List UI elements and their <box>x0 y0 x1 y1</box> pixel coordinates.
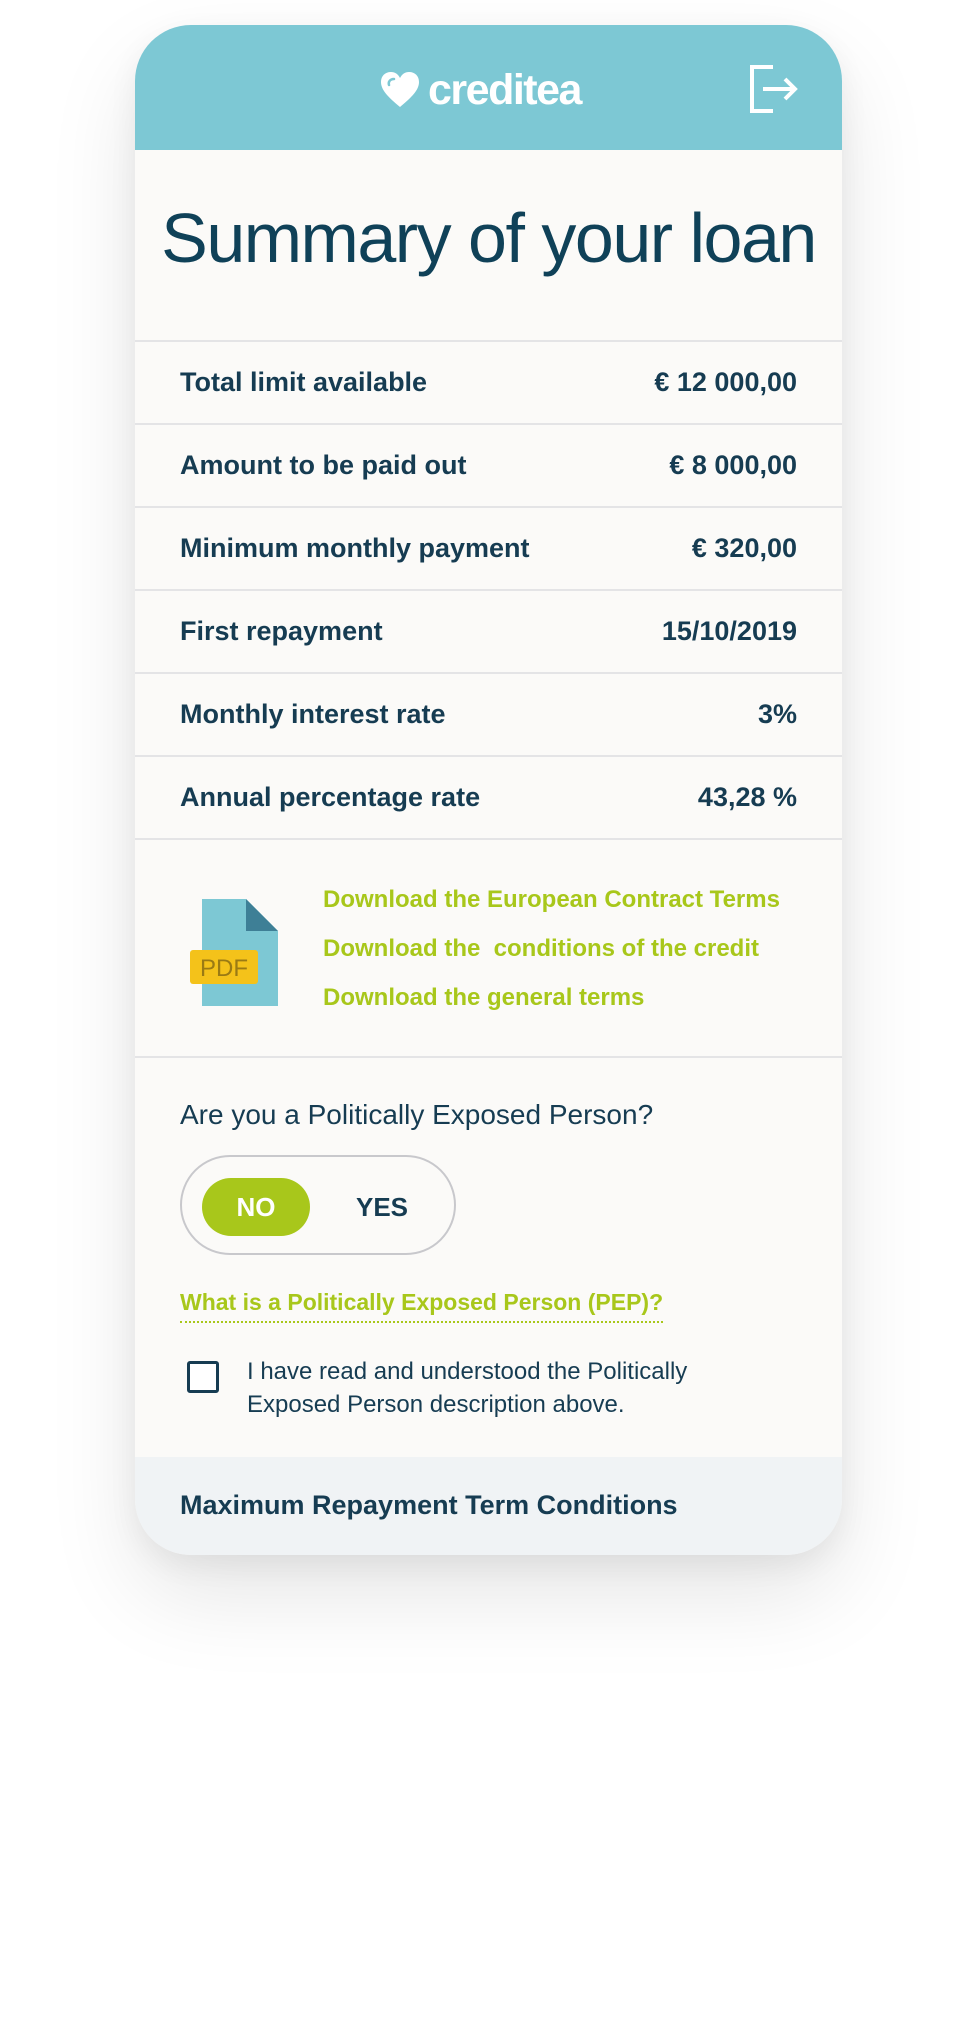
summary-row-apr: Annual percentage rate 43,28 % <box>135 757 842 840</box>
row-value: 15/10/2019 <box>661 616 797 646</box>
pep-yes-option[interactable]: YES <box>355 1192 409 1222</box>
phone-frame: creditea Summary of your loan Total limi… <box>135 25 842 1555</box>
summary-row-first-repayment: First repayment 15/10/2019 <box>135 591 842 674</box>
pdf-icon-label: PDF <box>200 955 248 982</box>
row-value: € 12 000,00 <box>654 367 797 397</box>
brand-name: creditea <box>428 66 582 114</box>
logout-icon[interactable] <box>747 63 799 115</box>
repayment-terms-label: Maximum Repayment Term Conditions <box>180 1490 678 1520</box>
row-label: First repayment <box>180 616 383 646</box>
row-value: 3% <box>757 699 797 729</box>
pep-acknowledge-label: I have read and understood the Political… <box>247 1358 688 1418</box>
pep-no-option[interactable]: NO <box>202 1178 310 1236</box>
row-label: Minimum monthly payment <box>180 533 530 563</box>
summary-row-total-limit: Total limit available € 12 000,00 <box>135 342 842 425</box>
pep-question: Are you a Politically Exposed Person? <box>180 1099 654 1130</box>
pep-toggle[interactable]: NO YES <box>180 1155 456 1255</box>
brand-logo: creditea <box>380 65 582 115</box>
summary-row-amount-paid-out: Amount to be paid out € 8 000,00 <box>135 425 842 508</box>
row-value: € 320,00 <box>691 533 797 563</box>
summary-row-minimum-payment: Minimum monthly payment € 320,00 <box>135 508 842 591</box>
app-header: creditea <box>135 25 842 150</box>
pep-acknowledge-checkbox[interactable] <box>187 1361 219 1393</box>
documents-section: PDF Download the European Contract Terms… <box>135 840 842 1058</box>
pep-info-link[interactable]: What is a Politically Exposed Person (PE… <box>180 1285 664 1323</box>
download-european-contract-terms-link[interactable]: Download the European Contract Terms <box>323 886 780 913</box>
summary-row-monthly-interest: Monthly interest rate 3% <box>135 674 842 757</box>
row-label: Amount to be paid out <box>180 450 467 480</box>
row-value: 43,28 % <box>697 782 797 812</box>
loan-summary-table: Total limit available € 12 000,00 Amount… <box>135 340 842 840</box>
pdf-file-icon: PDF <box>190 899 278 1006</box>
row-label: Annual percentage rate <box>180 782 481 812</box>
page-title: Summary of your loan <box>161 199 817 277</box>
heart-icon <box>381 72 419 107</box>
download-general-terms-link[interactable]: Download the general terms <box>323 984 645 1011</box>
document-links: Download the European Contract Terms Dow… <box>323 875 780 1022</box>
repayment-terms-bar[interactable]: Maximum Repayment Term Conditions <box>135 1457 842 1555</box>
row-label: Total limit available <box>180 367 428 397</box>
download-credit-conditions-link[interactable]: Download the conditions of the credit <box>323 935 759 962</box>
row-value: € 8 000,00 <box>669 450 797 480</box>
row-label: Monthly interest rate <box>180 699 446 729</box>
